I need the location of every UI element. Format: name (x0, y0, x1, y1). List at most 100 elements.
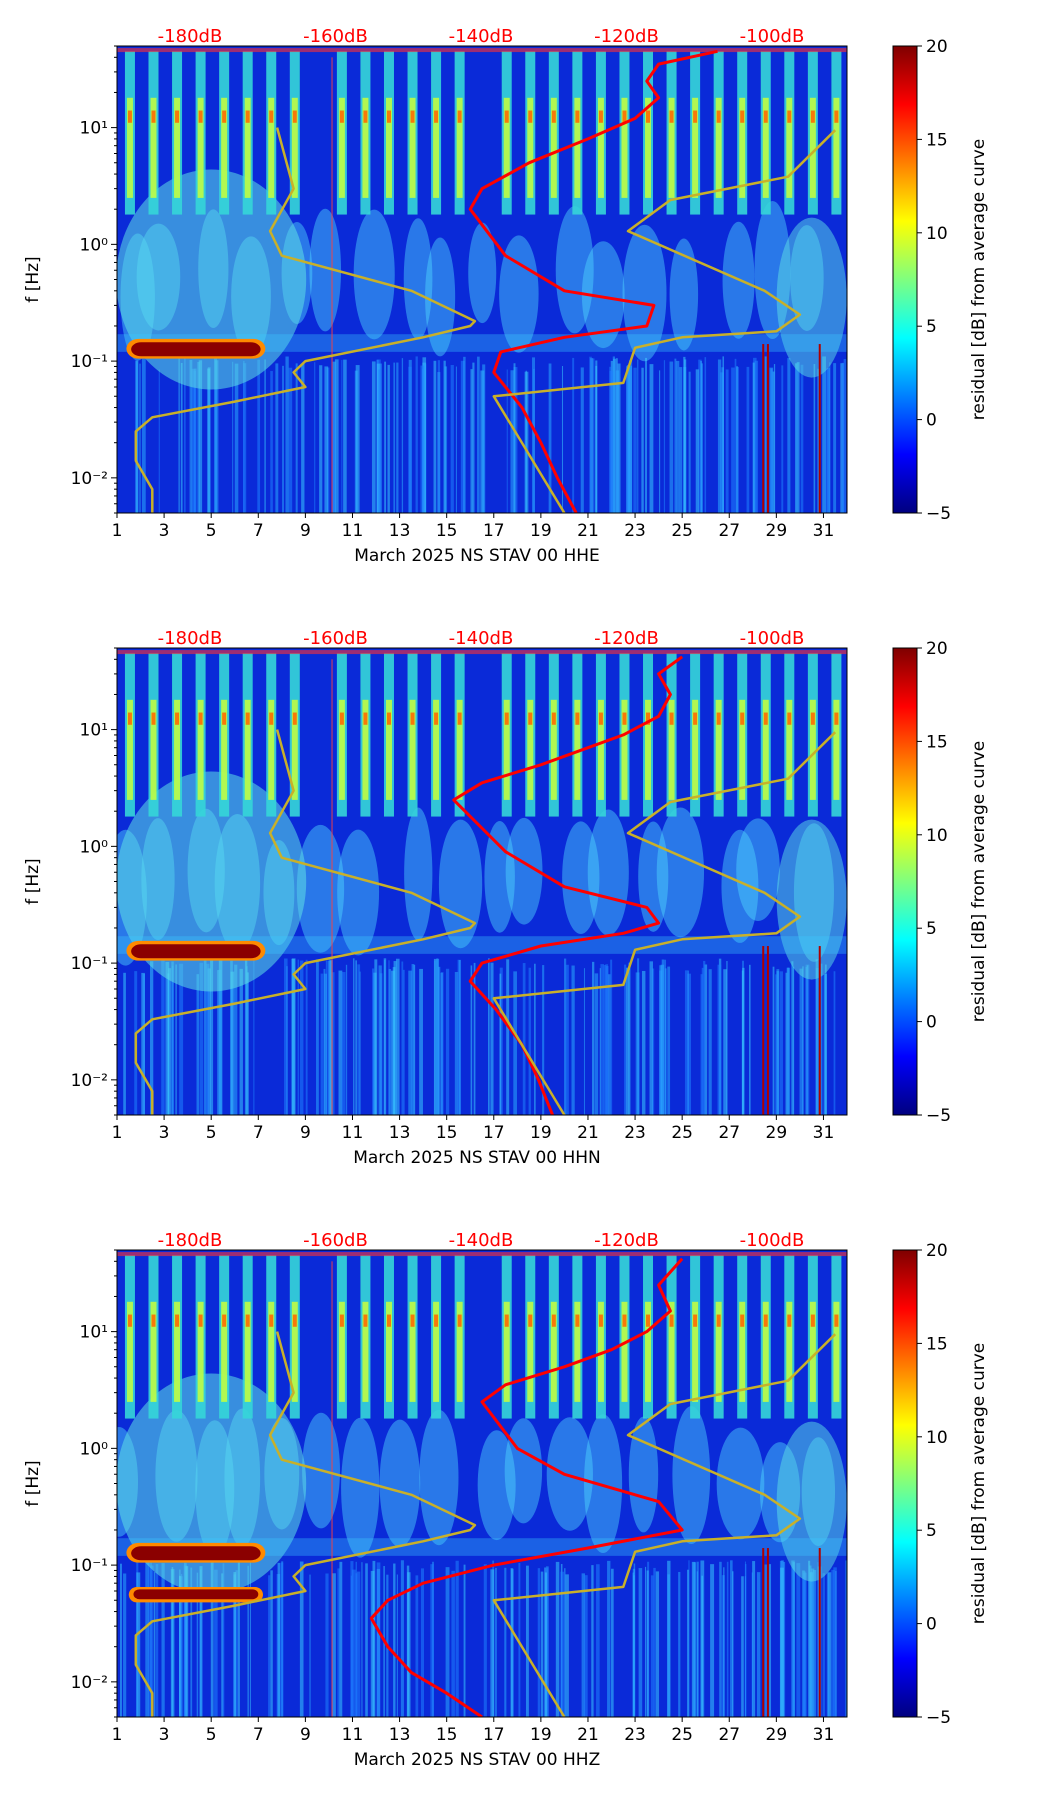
low-frequency-streak (253, 959, 255, 1115)
daily-noise-hot (622, 712, 627, 725)
low-frequency-streak (402, 969, 405, 1115)
low-frequency-streak (408, 970, 413, 1115)
low-frequency-streak (331, 972, 335, 1115)
low-frequency-streak (791, 1560, 795, 1717)
x-tick-label: 7 (253, 1725, 264, 1745)
x-tick-label: 11 (342, 1725, 364, 1745)
low-frequency-streak (583, 968, 586, 1115)
low-frequency-streak (649, 961, 654, 1115)
daily-noise-hot (646, 110, 651, 123)
daily-noise-hot (669, 1314, 674, 1327)
daily-noise-hot (198, 712, 203, 725)
daily-noise-hot (269, 1314, 274, 1327)
low-frequency-streak (400, 1560, 404, 1717)
daily-noise-hot (716, 712, 721, 725)
colorbar-tick-label: −5 (926, 504, 951, 524)
low-frequency-streak (829, 362, 831, 513)
microseism-blob (721, 829, 759, 943)
daily-noise-hot (339, 110, 344, 123)
daily-noise-hot (528, 110, 533, 123)
low-frequency-streak (495, 1567, 497, 1717)
low-frequency-streak (214, 1569, 218, 1717)
low-frequency-streak (696, 1561, 699, 1717)
low-frequency-streak (460, 360, 465, 513)
low-frequency-streak (723, 1567, 725, 1717)
x-tick-label: 31 (813, 1123, 835, 1143)
low-frequency-streak (815, 959, 819, 1115)
low-frequency-streak (205, 963, 210, 1115)
x-tick-label: 1 (112, 1123, 123, 1143)
low-frequency-streak (510, 1568, 513, 1717)
daily-noise-core (197, 97, 204, 198)
daily-noise-core (268, 97, 275, 198)
daily-noise-core (550, 1301, 557, 1402)
low-frequency-streak (314, 362, 316, 513)
low-frequency-streak (437, 360, 440, 513)
daily-noise-hot (551, 110, 556, 123)
microseism-blob (477, 1430, 516, 1541)
x-tick-label: 23 (624, 521, 646, 541)
low-frequency-streak (528, 967, 531, 1115)
low-frequency-streak (196, 974, 200, 1115)
low-frequency-streak (376, 1562, 381, 1717)
microseism-blob (309, 208, 342, 332)
low-frequency-streak (490, 1569, 495, 1717)
low-frequency-streak (608, 974, 611, 1115)
daily-noise-core (597, 1301, 604, 1402)
daily-noise-core (174, 97, 181, 198)
daily-noise-core (527, 1301, 534, 1402)
colorbar-tick-label: 15 (926, 732, 948, 752)
low-frequency-streak (795, 363, 798, 513)
x-tick-label: 21 (577, 521, 599, 541)
low-frequency-streak (463, 356, 466, 513)
low-frequency-streak (823, 973, 827, 1115)
low-frequency-streak (275, 363, 279, 513)
colorbar-tick-label: 0 (926, 1013, 937, 1033)
low-frequency-streak (730, 1560, 733, 1717)
daily-noise-core (244, 1301, 251, 1402)
microseism-blob (669, 238, 699, 351)
low-frequency-streak (641, 367, 644, 513)
low-frequency-streak (787, 358, 791, 513)
plot-area (117, 648, 847, 1115)
low-frequency-streak (700, 974, 703, 1115)
daily-noise-hot (622, 1314, 627, 1327)
microseism-blob (504, 1418, 543, 1524)
low-frequency-streak (652, 968, 655, 1115)
low-frequency-streak (555, 1561, 560, 1717)
low-frequency-streak (230, 971, 235, 1115)
low-frequency-streak (221, 1573, 224, 1717)
low-frequency-streak (833, 363, 837, 513)
low-frequency-streak (764, 1564, 768, 1717)
colorbar-label: residual [dB] from average curve (969, 1343, 989, 1624)
microseism-blob (337, 829, 380, 956)
low-frequency-streak (175, 964, 177, 1115)
low-frequency-streak (548, 363, 552, 513)
low-frequency-streak (371, 361, 376, 513)
low-frequency-streak (396, 1574, 398, 1717)
daily-noise-hot (787, 110, 792, 123)
low-frequency-streak (419, 968, 423, 1115)
low-frequency-streak (701, 363, 703, 513)
colorbar-tick-label: 10 (926, 224, 948, 244)
low-frequency-streak (833, 1567, 837, 1717)
daily-noise-core (268, 699, 275, 800)
low-frequency-streak (184, 357, 186, 513)
colorbar-tick-label: 5 (926, 1521, 937, 1541)
daily-noise-hot (740, 110, 745, 123)
daily-noise-core (244, 97, 251, 198)
x-tick-label: 23 (624, 1123, 646, 1143)
low-frequency-streak (826, 1572, 830, 1717)
microseism-blob (425, 237, 456, 357)
low-frequency-streak (513, 363, 516, 513)
low-frequency-streak (776, 971, 779, 1115)
daily-noise-core (621, 699, 628, 800)
microseism-blob (672, 1406, 711, 1545)
daily-noise-hot (151, 712, 156, 725)
colorbar-tick-label: 20 (926, 1241, 948, 1261)
daily-noise-hot (646, 1314, 651, 1327)
low-frequency-streak (356, 1571, 361, 1717)
low-frequency-streak (725, 369, 729, 513)
low-noise-model (134, 729, 477, 1115)
low-frequency-streak (589, 356, 592, 513)
